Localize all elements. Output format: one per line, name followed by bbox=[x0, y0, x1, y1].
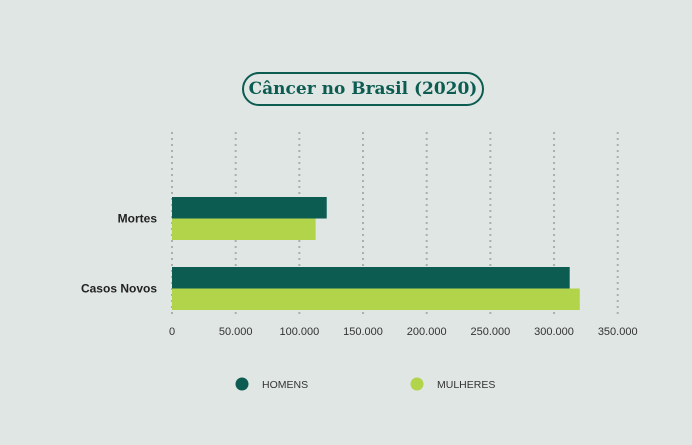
x-tick-label: 200.000 bbox=[407, 326, 447, 338]
x-tick-label: 350.000 bbox=[598, 326, 638, 338]
bar-homens-0 bbox=[172, 197, 327, 219]
legend-marker bbox=[235, 377, 249, 391]
x-tick-label: 0 bbox=[169, 326, 175, 338]
x-tick-label: 100.000 bbox=[279, 326, 319, 338]
bar-homens-1 bbox=[172, 267, 570, 289]
chart-title: Câncer no Brasil (2020) bbox=[242, 72, 484, 106]
x-tick-label: 50.000 bbox=[219, 326, 253, 338]
x-tick-label: 150.000 bbox=[343, 326, 383, 338]
category-label: Casos Novos bbox=[81, 282, 157, 296]
bar-mulheres-0 bbox=[172, 218, 316, 240]
legend-label: MULHERES bbox=[437, 379, 495, 391]
legend-label: HOMENS bbox=[262, 379, 308, 391]
x-tick-label: 250.000 bbox=[470, 326, 510, 338]
x-tick-label: 300.000 bbox=[534, 326, 574, 338]
legend-marker bbox=[410, 377, 424, 391]
category-label: Mortes bbox=[118, 212, 158, 226]
bar-mulheres-1 bbox=[172, 288, 580, 310]
